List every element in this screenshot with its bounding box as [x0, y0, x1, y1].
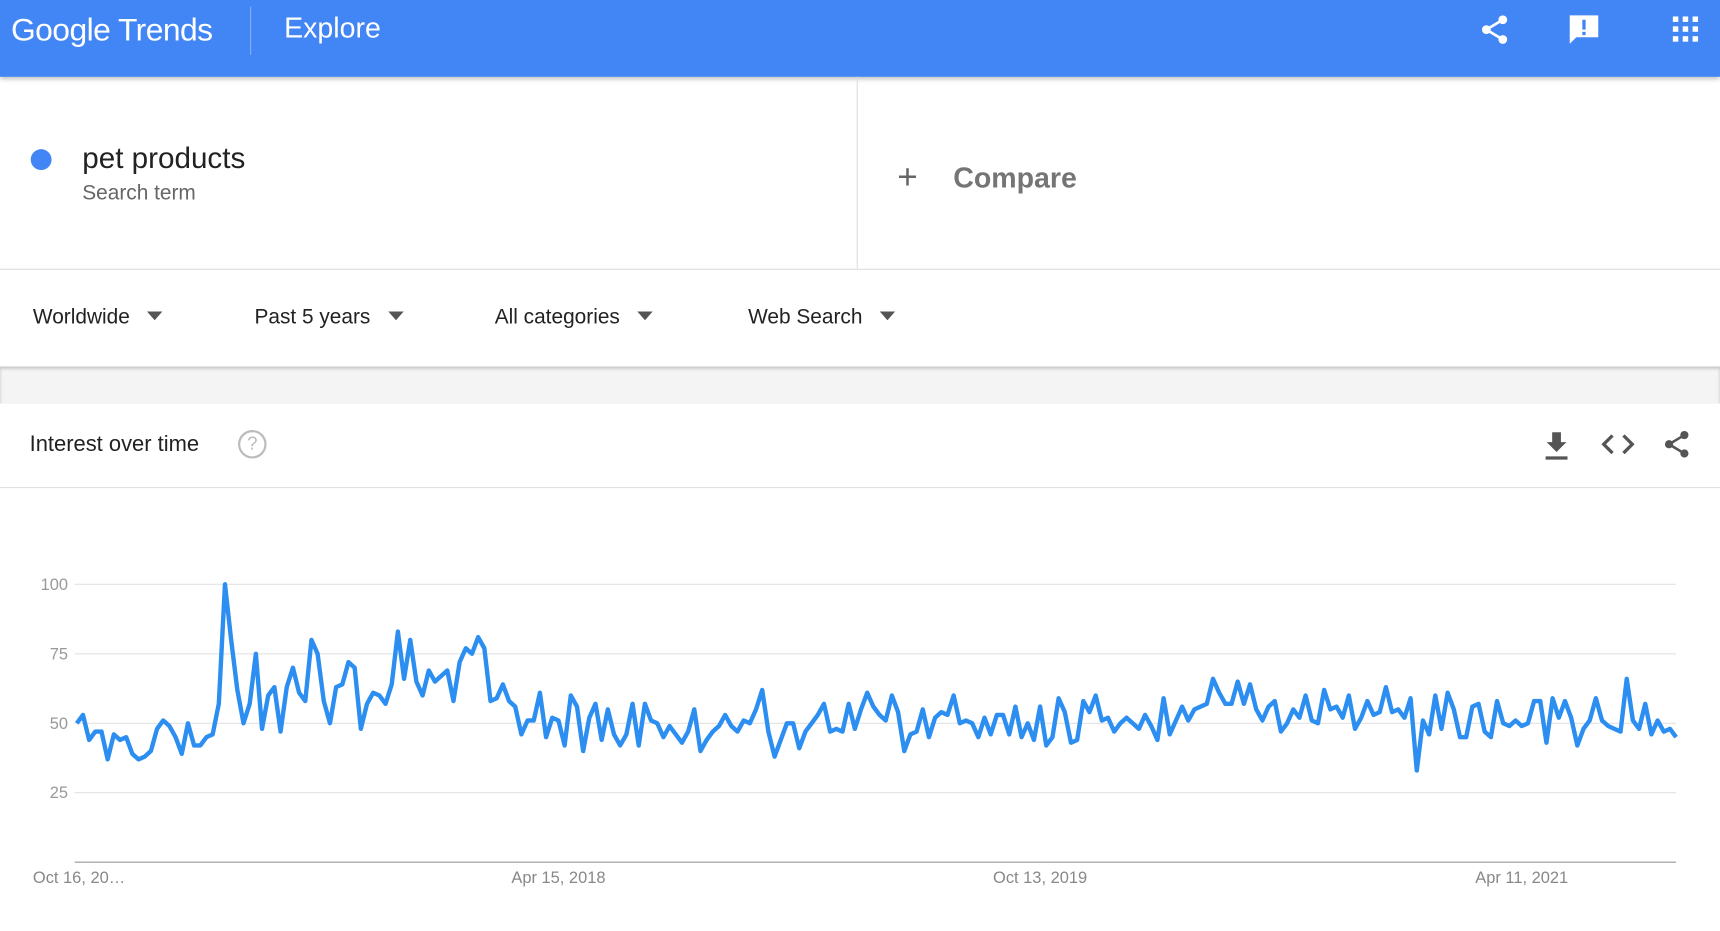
embed-icon[interactable] [1601, 432, 1635, 456]
search-subtitle: Search term [82, 182, 196, 206]
x-tick-label: Apr 11, 2021 [1475, 869, 1568, 887]
y-tick-label: 50 [50, 715, 68, 733]
logo[interactable]: Google Trends [10, 13, 213, 49]
share-icon[interactable] [1479, 13, 1512, 46]
divider [250, 6, 252, 55]
share-icon[interactable] [1662, 429, 1693, 460]
search-term[interactable]: pet products [82, 141, 246, 175]
filter-dropdown[interactable]: Past 5 years [254, 306, 403, 330]
filter-dropdown[interactable]: Worldwide [33, 306, 163, 330]
x-tick-label: Apr 15, 2018 [511, 869, 605, 887]
spacer [0, 366, 1720, 404]
download-icon[interactable] [1542, 430, 1571, 461]
x-tick-label: Oct 13, 2019 [993, 869, 1087, 887]
page-title: Explore [284, 10, 381, 44]
header: Google Trends Explore [0, 0, 1720, 77]
card-title: Interest over time [29, 432, 200, 457]
divider [0, 268, 1720, 270]
y-tick-label: 75 [50, 645, 68, 663]
apps-icon[interactable] [1672, 15, 1701, 44]
filter-dropdown[interactable]: All categories [495, 306, 653, 330]
y-tick-label: 25 [50, 784, 68, 802]
compare[interactable]: Compare [953, 161, 1077, 195]
divider [0, 487, 1720, 489]
term-dot [30, 149, 52, 171]
plus-icon[interactable]: + [897, 156, 918, 197]
filter-dropdown[interactable]: Web Search [748, 306, 895, 330]
trend-line [75, 582, 1678, 773]
x-tick-label: Oct 16, 20… [33, 869, 125, 887]
feedback-icon[interactable] [1568, 13, 1601, 46]
chart: 25 50 75 100 Oct 16, 20… Apr 15, 2018 Oct 13, … [33, 576, 1678, 887]
y-tick-label: 100 [41, 576, 68, 594]
help-icon[interactable]: ? [238, 430, 267, 459]
divider [856, 76, 858, 269]
